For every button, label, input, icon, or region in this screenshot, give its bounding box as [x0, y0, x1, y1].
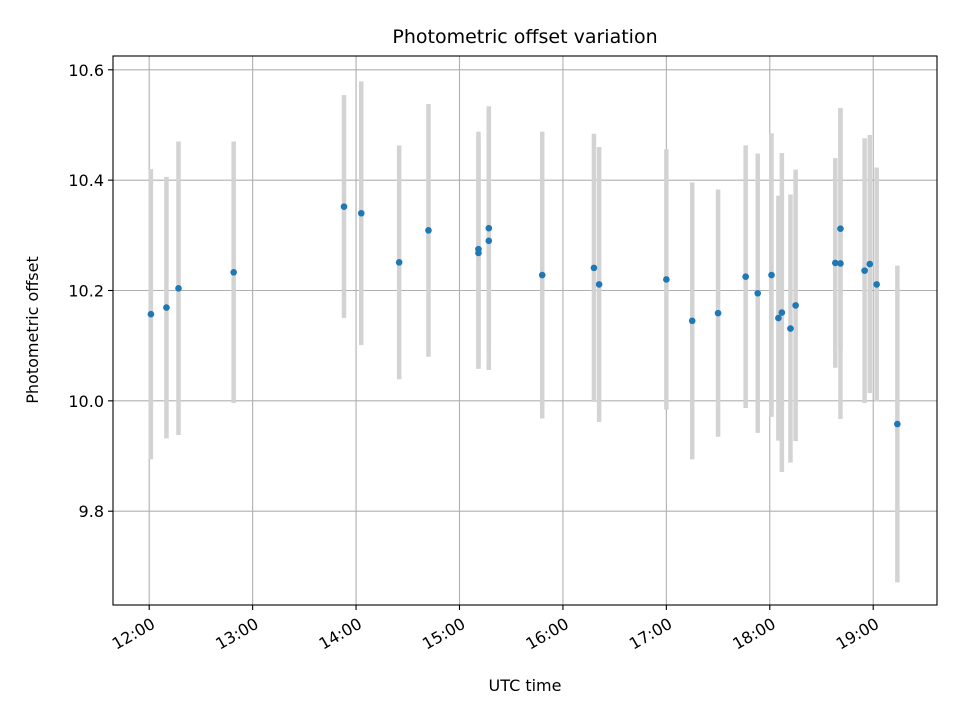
- data-point: [778, 309, 786, 316]
- data-points: [147, 203, 901, 428]
- x-axis-label: UTC time: [489, 676, 562, 695]
- data-point: [754, 289, 762, 297]
- data-point: [837, 260, 844, 267]
- data-point: [230, 268, 237, 276]
- data-point: [873, 281, 880, 288]
- data-point: [475, 249, 482, 257]
- data-point: [395, 259, 403, 266]
- data-point: [742, 273, 749, 281]
- data-point: [357, 209, 365, 217]
- y-tick-label: 10.0: [68, 392, 104, 411]
- data-point: [663, 276, 670, 283]
- data-point: [792, 302, 799, 309]
- data-point: [775, 314, 782, 322]
- chart-title: Photometric offset variation: [392, 26, 657, 48]
- data-point: [894, 420, 901, 428]
- data-point: [163, 304, 170, 311]
- data-point: [688, 317, 696, 325]
- data-point: [768, 271, 775, 279]
- data-point: [831, 259, 839, 267]
- data-point: [425, 227, 432, 234]
- data-point: [590, 264, 598, 272]
- data-point: [861, 267, 868, 274]
- y-axis-label: Photometric offset: [23, 256, 42, 404]
- data-point: [485, 224, 493, 232]
- data-point: [175, 284, 182, 292]
- data-point: [837, 225, 844, 233]
- data-point: [714, 309, 722, 317]
- data-point: [866, 260, 874, 268]
- data-point: [787, 325, 794, 332]
- data-point: [538, 271, 546, 279]
- data-point: [595, 281, 603, 288]
- data-point: [340, 203, 348, 210]
- y-tick-label: 10.2: [68, 281, 104, 300]
- y-tick-label: 9.8: [79, 502, 104, 521]
- data-point: [485, 237, 493, 245]
- y-tick-label: 10.4: [68, 171, 104, 190]
- plot-frame: [112, 55, 938, 606]
- grid: [113, 56, 937, 605]
- y-tick-label: 10.6: [68, 61, 104, 80]
- data-point: [147, 310, 155, 318]
